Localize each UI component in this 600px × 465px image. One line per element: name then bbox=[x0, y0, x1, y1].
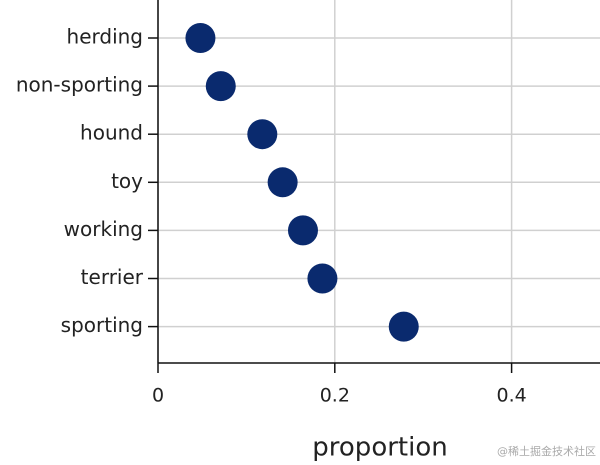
y-tick-label: toy bbox=[111, 169, 143, 193]
dot bbox=[247, 119, 278, 150]
x-tick-label: 0.2 bbox=[320, 385, 350, 407]
dot bbox=[267, 167, 298, 198]
x-tick-label: 0 bbox=[152, 385, 164, 407]
dot bbox=[185, 23, 216, 53]
watermark: @稀土掘金技术社区 bbox=[497, 444, 596, 458]
y-tick-label: hound bbox=[80, 121, 143, 145]
dot bbox=[307, 263, 338, 294]
x-tick-label: 0.4 bbox=[496, 385, 526, 407]
x-axis-label: proportion bbox=[312, 433, 447, 463]
y-tick-label: terrier bbox=[81, 265, 144, 289]
y-tick-label: herding bbox=[67, 25, 143, 49]
y-tick-label: sporting bbox=[61, 313, 143, 337]
y-tick-label: working bbox=[64, 217, 143, 241]
dot bbox=[205, 71, 236, 102]
dot bbox=[388, 311, 419, 342]
y-tick-label: non-sporting bbox=[16, 73, 143, 97]
dot bbox=[287, 215, 318, 246]
